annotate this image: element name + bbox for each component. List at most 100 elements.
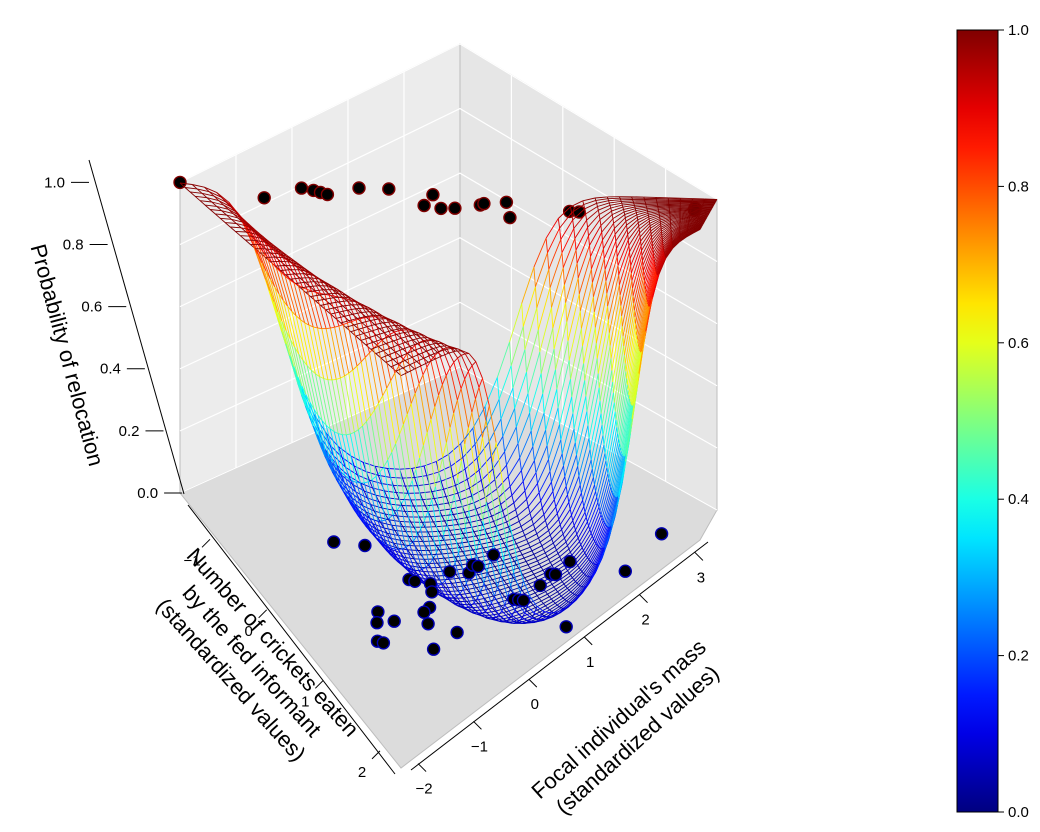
z-tick-label: 0.6 (81, 299, 102, 316)
mesh-line (499, 570, 510, 575)
mesh-line (361, 322, 368, 328)
mesh-line (467, 606, 477, 615)
mesh-line (287, 260, 299, 286)
mesh-line (672, 240, 680, 248)
mesh-line (387, 460, 398, 511)
mesh-line (433, 521, 437, 527)
mesh-line (553, 586, 557, 590)
mesh-line (532, 412, 545, 447)
mesh-line (596, 200, 609, 204)
mesh-line (496, 377, 500, 400)
mesh-line (355, 300, 365, 306)
mesh-line (493, 542, 505, 547)
x-tick-label: 0 (531, 696, 539, 713)
mesh-line (526, 499, 529, 507)
mesh-line (626, 323, 636, 379)
mesh-line (350, 300, 361, 319)
mesh-line (490, 456, 494, 469)
mesh-line (543, 499, 555, 515)
mesh-line (400, 540, 405, 546)
mesh-line (377, 316, 387, 338)
mesh-line (579, 310, 582, 329)
mesh-line (519, 550, 523, 555)
mesh-line (697, 216, 708, 220)
mesh-line (680, 209, 691, 211)
mesh-line (460, 388, 469, 428)
mesh-line (520, 470, 524, 482)
mesh-line (319, 376, 324, 379)
mesh-line (482, 378, 490, 406)
mesh-line (531, 507, 543, 520)
mesh-line (414, 331, 424, 342)
mesh-line (670, 215, 681, 219)
mesh-line (535, 552, 546, 559)
mesh-line (679, 230, 688, 237)
mesh-line (393, 542, 405, 546)
mesh-line (530, 393, 544, 432)
colorbar-tick-label: 1.0 (1008, 22, 1029, 39)
mesh-line (457, 357, 466, 380)
mesh-line (538, 593, 548, 599)
mesh-line (549, 524, 561, 536)
mesh-line (527, 393, 531, 414)
mesh-line (383, 347, 391, 352)
mesh-line (506, 620, 515, 624)
mesh-line (300, 268, 313, 292)
mesh-line (306, 365, 312, 371)
data-point-relocated (417, 198, 431, 213)
mesh-line (348, 475, 362, 484)
mesh-line (404, 331, 412, 333)
mesh-line (582, 345, 585, 364)
mesh-line (449, 530, 453, 536)
mesh-line (496, 341, 510, 378)
mesh-line (647, 272, 657, 306)
mesh-line (396, 510, 407, 548)
mesh-line (436, 575, 440, 581)
mesh-line (609, 205, 612, 209)
mesh-line (560, 219, 574, 240)
mesh-line (638, 220, 650, 230)
mesh-line (537, 591, 546, 597)
mesh-line (506, 583, 510, 588)
mesh-line (482, 579, 493, 583)
mesh-line (317, 327, 322, 330)
mesh-line (434, 340, 443, 350)
mesh-line (301, 385, 314, 427)
mesh-line (608, 199, 621, 202)
mesh-line (376, 334, 382, 340)
mesh-line (552, 491, 555, 500)
mesh-line (575, 529, 578, 535)
mesh-line (537, 560, 540, 565)
mesh-line (434, 486, 444, 536)
mesh-line (546, 555, 550, 560)
mesh-line (560, 589, 570, 597)
mesh-line (548, 530, 551, 536)
mesh-line (462, 350, 470, 354)
mesh-line (360, 356, 366, 363)
mesh-line (575, 552, 586, 564)
mesh-line (514, 609, 523, 619)
mesh-line (639, 305, 649, 353)
mesh-line (553, 348, 556, 370)
mesh-line (464, 371, 469, 380)
mesh-line (418, 350, 427, 355)
mesh-line (659, 213, 670, 216)
mesh-line (603, 234, 616, 259)
mesh-line (371, 479, 383, 522)
mesh-line (613, 223, 615, 229)
mesh-line (579, 268, 592, 311)
mesh-line (542, 348, 555, 395)
mesh-line (561, 529, 564, 535)
mesh-line (669, 210, 681, 213)
mesh-line (392, 514, 403, 550)
mesh-line (453, 494, 463, 541)
mesh-line (256, 234, 269, 241)
mesh-line (537, 605, 546, 611)
mesh-line (450, 347, 458, 359)
mesh-line (355, 491, 368, 499)
mesh-line (618, 384, 628, 440)
mesh-line (402, 345, 411, 350)
mesh-line (590, 231, 603, 257)
mesh-line (306, 365, 319, 416)
mesh-line (406, 353, 416, 394)
